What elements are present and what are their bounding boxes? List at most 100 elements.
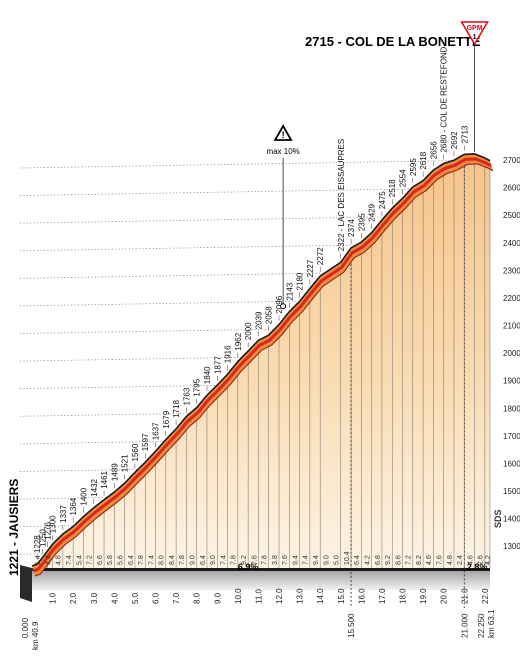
altitude-tick-label: 1700 xyxy=(503,432,520,441)
segment-gradient-labels: 1.4 4.4 4.8 7.4 5.4 7.2 6.6 5.8 5.6 6.4 7.8 7.4 8.0 8… xyxy=(35,551,492,572)
km-special-label: 21.000 xyxy=(460,613,469,638)
segment-gradient-value: 8.2 xyxy=(416,555,423,565)
km-tick-label: 1.0 xyxy=(49,592,58,604)
segment-gradient-value: 7.4 xyxy=(220,555,227,565)
publisher-logo: SDS xyxy=(493,509,503,528)
altitude-point-label: 2180 xyxy=(296,272,305,290)
km-tick-label: 2.0 xyxy=(69,592,78,604)
altitude-point-label: 2618 xyxy=(419,151,428,169)
altitude-point-label: 1489 xyxy=(110,463,119,481)
section-average-gradient: 2.8% xyxy=(467,562,488,572)
altitude-point-label: 1962 xyxy=(234,332,243,350)
warning-exclamation: ! xyxy=(282,130,285,140)
altitude-axis: 1300 1400 1500 1600 1700 1800 1900 2000 2100 2200… xyxy=(503,156,520,551)
altitude-point-label: 2227 xyxy=(306,259,315,277)
ground-band xyxy=(20,565,490,602)
altitude-tick-label: 1900 xyxy=(503,377,520,386)
gridline xyxy=(19,159,491,169)
segment-gradient-value: 9.0 xyxy=(323,555,330,565)
segment-gradient-value: 7.2 xyxy=(406,555,413,565)
km-tick-label: 16.0 xyxy=(357,588,366,604)
km-start-total: km 40.9 xyxy=(31,621,40,650)
segment-gradient-value: 9.4 xyxy=(292,555,299,565)
altitude-tick-label: 1300 xyxy=(503,542,520,551)
profile-ribbon xyxy=(32,153,493,577)
altitude-point-label: 1560 xyxy=(131,443,140,461)
altitude-point-label: 1718 xyxy=(172,400,181,418)
km-tick-label: 14.0 xyxy=(316,588,325,604)
segment-gradient-value: 7.6 xyxy=(437,555,444,565)
altitude-tick-label: 1400 xyxy=(503,515,520,524)
segment-gradient-value: 1.4 xyxy=(35,555,42,565)
km-tick-label: 4.0 xyxy=(110,592,119,604)
segment-gradient-value: 2.6 xyxy=(478,555,485,565)
section-average-gradient: 6.9% xyxy=(238,562,259,572)
segment-gradient-value: 7.4 xyxy=(303,555,310,565)
altitude-point-label: 2058 xyxy=(265,306,274,324)
altitude-point-label: 2518 xyxy=(388,179,397,197)
distance-axis: 1.0 2.0 3.0 4.0 5.0 6.0 7.0 8.0 9.0 10.0 11.0 12.0 1… xyxy=(21,588,496,650)
summit-title: 2715 - COL DE LA BONETTE xyxy=(305,34,481,49)
altitude-point-label: 1300 xyxy=(49,515,58,533)
segment-dividers xyxy=(36,161,491,608)
altitude-tick-label: 2200 xyxy=(503,294,520,303)
altitude-point-label: 1679 xyxy=(162,410,171,428)
km-end-label: 22.250 xyxy=(477,613,486,638)
km-tick-label: 22.0 xyxy=(481,588,490,604)
altitude-point-label: 1228 xyxy=(33,535,42,553)
segment-gradient-value: 7.6 xyxy=(251,555,258,565)
segment-gradient-value: 4.6 xyxy=(426,555,433,565)
km-tick-label: 3.0 xyxy=(90,592,99,604)
altitude-point-label: 1400 xyxy=(79,487,88,505)
altitude-point-label: 2595 xyxy=(409,158,418,176)
segment-gradient-value: 9.2 xyxy=(385,555,392,565)
segment-gradient-value: 3.8 xyxy=(272,555,279,565)
altitude-point-label: 1461 xyxy=(100,470,109,488)
altitude-point-label: 1337 xyxy=(59,505,68,523)
max-gradient-label: max 10% xyxy=(266,147,299,156)
segment-gradient-value: 9.0 xyxy=(190,555,197,565)
altitude-point-label: 1597 xyxy=(141,433,150,451)
km-tick-label: 18.0 xyxy=(399,588,408,604)
altitude-point-label: 2475 xyxy=(378,191,387,209)
altitude-point-label: 2143 xyxy=(285,282,294,300)
segment-gradient-value: 2.4 xyxy=(457,555,464,565)
altitude-tick-label: 1600 xyxy=(503,459,520,468)
altitude-point-label: 2692 xyxy=(450,131,459,149)
segment-gradient-value: 4.8 xyxy=(447,555,454,565)
altitude-point-label: 2096 xyxy=(275,295,284,313)
altitude-point-label: 1432 xyxy=(90,478,99,496)
altitude-point-label: 1877 xyxy=(213,356,222,374)
segment-gradient-value: 7.4 xyxy=(66,555,73,565)
segment-gradient-value: 4.6 xyxy=(467,555,474,565)
km-tick-label: 11.0 xyxy=(254,588,263,604)
altitude-point-label: 1250 xyxy=(38,529,47,547)
segment-gradient-value: 4.2 xyxy=(485,555,492,565)
km-tick-label: 10.0 xyxy=(234,588,243,604)
altitude-point-label: 1276 xyxy=(43,521,52,539)
altitude-tick-label: 1500 xyxy=(503,487,520,496)
altitude-point-label: 2395 xyxy=(357,213,366,231)
altitude-point-label: 1840 xyxy=(203,366,212,384)
km-tick-label: 15.0 xyxy=(337,588,346,604)
segment-gradient-value: 8.6 xyxy=(395,555,402,565)
summit-badge-number: 1 xyxy=(473,34,477,41)
altitude-tick-label: 1800 xyxy=(503,404,520,413)
km-tick-label: 21.0 xyxy=(460,588,469,604)
segment-gradient-value: 6.8 xyxy=(375,555,382,565)
segment-gradient-value: 4.8 xyxy=(56,555,63,565)
km-tick-label: 20.0 xyxy=(440,588,449,604)
segment-gradient-value: 6.4 xyxy=(354,555,361,565)
altitude-tick-label: 2700 xyxy=(503,156,520,165)
profile-line xyxy=(31,153,494,577)
segment-gradient-value: 5.0 xyxy=(334,555,341,565)
altitude-tick-label: 2100 xyxy=(503,322,520,331)
segment-gradient-value: 4.2 xyxy=(364,555,371,565)
segment-gradient-value: 5.8 xyxy=(107,555,114,565)
altitude-point-label: 1521 xyxy=(121,454,130,472)
segment-gradient-value: 9.4 xyxy=(313,555,320,565)
km-tick-label: 19.0 xyxy=(419,588,428,604)
